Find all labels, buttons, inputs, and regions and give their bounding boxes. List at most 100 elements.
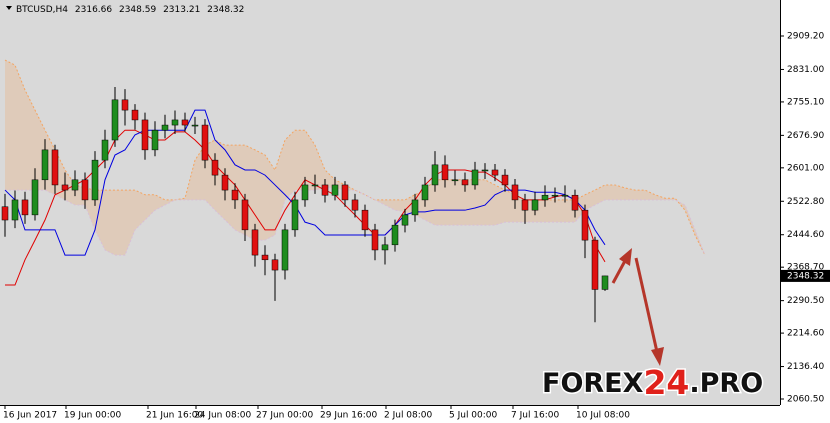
candle-body bbox=[581, 209, 589, 241]
x-tick-label: 2 Jul 08:00 bbox=[384, 411, 433, 421]
candle-body bbox=[601, 275, 609, 290]
candle-body bbox=[251, 229, 259, 256]
y-tick-label: 2444.60 bbox=[787, 230, 824, 240]
candle-body bbox=[341, 184, 349, 201]
symbol: BTCUSD,H4 bbox=[16, 5, 68, 15]
candle-body bbox=[461, 179, 469, 186]
candle-body bbox=[541, 194, 549, 201]
header-close: 2348.32 bbox=[207, 5, 244, 15]
y-tick-label: 2676.90 bbox=[787, 131, 824, 141]
x-tick-label: 10 Jul 08:00 bbox=[576, 411, 630, 421]
watermark-part: .PRO bbox=[689, 368, 763, 399]
plot-area bbox=[0, 0, 780, 405]
candle-body bbox=[241, 199, 249, 231]
header: BTCUSD,H4 2316.66 2348.59 2313.21 2348.3… bbox=[16, 5, 244, 15]
candle-body bbox=[501, 174, 509, 186]
candle-body bbox=[551, 194, 559, 197]
cloud-fill bbox=[5, 60, 705, 256]
arrows bbox=[611, 248, 664, 366]
candle-body bbox=[71, 179, 79, 191]
x-tick-label: 27 Jun 00:00 bbox=[256, 411, 313, 421]
candle-body bbox=[401, 214, 409, 226]
candle-body bbox=[111, 99, 119, 141]
candle-body bbox=[331, 184, 339, 196]
candle-body bbox=[181, 119, 189, 126]
candle-body bbox=[591, 239, 599, 290]
y-tick-label: 2136.40 bbox=[787, 362, 824, 372]
header-open: 2316.66 bbox=[75, 5, 112, 15]
candle-body bbox=[301, 184, 309, 201]
candle-body bbox=[451, 179, 459, 182]
price-label: 2348.32 bbox=[787, 271, 824, 281]
candle-body bbox=[231, 189, 239, 201]
y-tick-label: 2601.00 bbox=[787, 163, 824, 173]
x-tick-label: 19 Jun 00:00 bbox=[64, 411, 121, 421]
candle-body bbox=[521, 199, 529, 211]
y-tick-label: 2522.80 bbox=[787, 197, 824, 207]
candle-body bbox=[561, 194, 569, 197]
candle-body bbox=[431, 164, 439, 186]
candle-body bbox=[221, 174, 229, 191]
x-tick-label: 21 Jun 16:00 bbox=[146, 411, 203, 421]
x-tick-label: 5 Jul 00:00 bbox=[449, 411, 498, 421]
candle-body bbox=[441, 164, 449, 181]
watermark-part: FOREX bbox=[542, 368, 644, 399]
candle-body bbox=[81, 179, 89, 201]
candle-body bbox=[481, 169, 489, 172]
axes: 2909.20 2831.00 2755.10 2676.90 2601.00 2522.… bbox=[3, 32, 830, 421]
candle-body bbox=[361, 209, 369, 231]
y-tick-label: 2214.60 bbox=[787, 329, 824, 339]
candle-body bbox=[291, 199, 299, 231]
y-tick-label: 2368.70 bbox=[787, 263, 824, 273]
arrow-head bbox=[651, 347, 664, 366]
cloud-span bbox=[4, 59, 706, 256]
y-tick-label: 2060.50 bbox=[787, 395, 824, 405]
candle-body bbox=[211, 159, 219, 176]
x-tick-label: 16 Jun 2017 bbox=[3, 411, 57, 421]
candle-body bbox=[61, 184, 69, 191]
candle-body bbox=[101, 139, 109, 161]
arrow-down bbox=[634, 257, 659, 353]
y-axis-area bbox=[780, 0, 830, 423]
y-tick-label: 2909.20 bbox=[787, 32, 824, 42]
candles bbox=[1, 86, 609, 323]
candle-body bbox=[261, 254, 269, 261]
candle-body bbox=[31, 179, 39, 216]
candle-body bbox=[281, 229, 289, 271]
candle-body bbox=[471, 169, 479, 186]
y-tick-label: 2755.10 bbox=[787, 97, 824, 107]
candle-body bbox=[171, 119, 179, 126]
candle-body bbox=[511, 184, 519, 201]
y-tick-label: 2290.50 bbox=[787, 296, 824, 306]
candle-body bbox=[381, 244, 389, 251]
arrow-up bbox=[611, 258, 628, 284]
price-label-bg bbox=[781, 269, 830, 282]
candle-body bbox=[531, 199, 539, 211]
watermark: FOREX24.PRO bbox=[542, 363, 763, 402]
cloud bbox=[4, 59, 706, 256]
candle-body bbox=[311, 184, 319, 187]
candle-body bbox=[41, 149, 49, 181]
candle-body bbox=[11, 199, 19, 221]
candle-body bbox=[271, 259, 279, 271]
header-low: 2313.21 bbox=[163, 5, 200, 15]
watermark-part: 24 bbox=[643, 363, 689, 402]
symbol-icon bbox=[6, 6, 12, 10]
x-tick-label: 7 Jul 16:00 bbox=[511, 411, 560, 421]
arrow-head bbox=[619, 248, 632, 266]
candle-body bbox=[21, 199, 29, 216]
header-high: 2348.59 bbox=[119, 5, 156, 15]
candle-body bbox=[151, 129, 159, 151]
candle-body bbox=[491, 169, 499, 176]
y-tick-label: 2831.00 bbox=[787, 65, 824, 75]
candle-body bbox=[411, 199, 419, 216]
candle-body bbox=[421, 184, 429, 201]
candle-body bbox=[131, 109, 139, 121]
x-tick-label: 24 Jun 08:00 bbox=[194, 411, 251, 421]
candle-body bbox=[571, 194, 579, 211]
candle-body bbox=[321, 184, 329, 196]
candle-body bbox=[121, 99, 129, 111]
candle-body bbox=[1, 206, 9, 221]
